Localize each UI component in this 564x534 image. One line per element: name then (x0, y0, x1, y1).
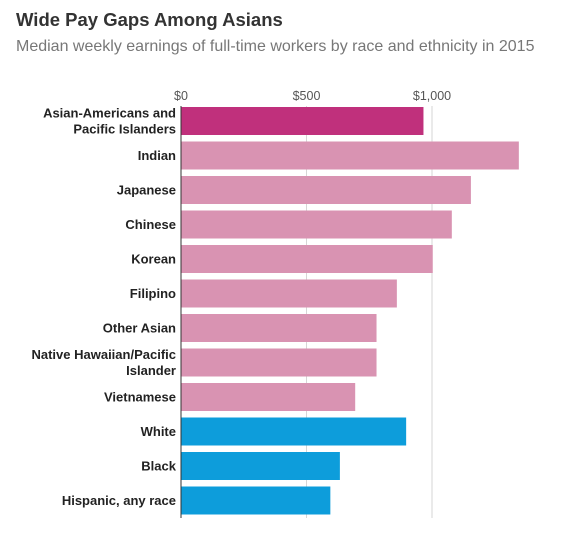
category-label-0: Asian-Americans and Pacific Islanders (43, 106, 176, 137)
x-tick-label-1: $500 (293, 89, 321, 103)
category-label-1: Indian (138, 148, 176, 163)
category-label-4: Korean (131, 252, 176, 267)
category-label-10: Black (141, 459, 176, 474)
chart-subtitle: Median weekly earnings of full-time work… (16, 38, 535, 55)
bar-3 (181, 210, 452, 239)
chart-title: Wide Pay Gaps Among Asians (16, 9, 283, 30)
bar-11 (181, 486, 331, 515)
bar-4 (181, 245, 433, 273)
bar-10 (181, 452, 340, 480)
bar-2 (181, 176, 471, 204)
category-label-5: Filipino (130, 286, 176, 301)
category-label-9: White (141, 424, 176, 439)
bar-0 (181, 107, 424, 135)
x-tick-label-0: $0 (174, 89, 188, 103)
bar-7 (181, 348, 377, 377)
x-tick-label-2: $1,000 (413, 89, 451, 103)
category-label-8: Vietnamese (104, 390, 176, 405)
bar-8 (181, 383, 356, 411)
bar-5 (181, 279, 397, 308)
bar-1 (181, 141, 519, 170)
category-label-3: Chinese (125, 217, 176, 232)
category-label-2: Japanese (117, 183, 176, 198)
bar-9 (181, 417, 407, 446)
bar-6 (181, 314, 377, 342)
category-label-11: Hispanic, any race (62, 493, 176, 508)
category-label-6: Other Asian (103, 321, 176, 336)
category-label-7: Native Hawaiian/Pacific Islander (31, 347, 176, 378)
